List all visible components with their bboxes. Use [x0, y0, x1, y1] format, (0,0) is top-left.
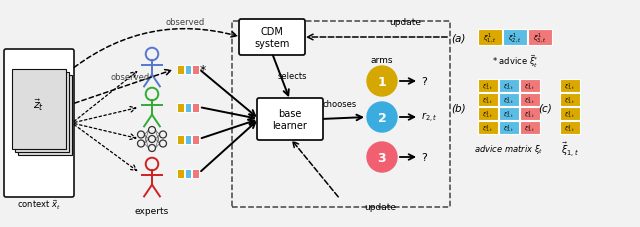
Text: context $\vec{x}_t$: context $\vec{x}_t$	[17, 197, 61, 211]
FancyBboxPatch shape	[193, 169, 199, 178]
FancyBboxPatch shape	[478, 30, 502, 46]
Text: * advice $\vec{\xi}^{*}_{t}$: * advice $\vec{\xi}^{*}_{t}$	[492, 54, 538, 70]
FancyBboxPatch shape	[193, 65, 199, 74]
Text: base
learner: base learner	[273, 109, 307, 130]
FancyBboxPatch shape	[185, 65, 191, 74]
Text: $\xi^{1}_{1,t}$: $\xi^{1}_{1,t}$	[483, 81, 493, 91]
FancyBboxPatch shape	[503, 30, 527, 46]
FancyBboxPatch shape	[528, 30, 552, 46]
Text: $\xi^{1}_{1,t}$: $\xi^{1}_{1,t}$	[564, 81, 575, 91]
FancyBboxPatch shape	[185, 135, 191, 144]
Text: update: update	[389, 17, 421, 26]
Text: *: *	[200, 63, 206, 76]
Text: $\vec{z}_t$: $\vec{z}_t$	[33, 97, 45, 112]
FancyBboxPatch shape	[499, 80, 519, 93]
FancyBboxPatch shape	[193, 135, 199, 144]
Text: $\xi^{1}_{2,t}$: $\xi^{1}_{2,t}$	[504, 81, 515, 91]
FancyBboxPatch shape	[257, 99, 323, 140]
FancyBboxPatch shape	[560, 108, 580, 121]
FancyBboxPatch shape	[15, 73, 69, 152]
Text: ?: ?	[421, 77, 427, 87]
FancyBboxPatch shape	[478, 80, 498, 93]
Text: chooses: chooses	[323, 99, 357, 108]
FancyBboxPatch shape	[499, 121, 519, 134]
FancyBboxPatch shape	[478, 108, 498, 121]
Text: $\xi^{1}_{3,t}$: $\xi^{1}_{3,t}$	[524, 81, 536, 91]
FancyBboxPatch shape	[478, 121, 498, 134]
Text: $\xi^{3}_{1,t}$: $\xi^{3}_{1,t}$	[564, 109, 575, 119]
FancyBboxPatch shape	[499, 108, 519, 121]
Text: $\xi^{2}_{1,t}$: $\xi^{2}_{1,t}$	[483, 95, 493, 105]
Text: $\xi^{1}_{1,t}$: $\xi^{1}_{1,t}$	[483, 31, 497, 44]
Text: (a): (a)	[452, 33, 466, 43]
Text: CDM
system: CDM system	[254, 27, 290, 49]
FancyBboxPatch shape	[193, 103, 199, 112]
FancyBboxPatch shape	[185, 103, 191, 112]
Text: advice matrix $\xi_t$: advice matrix $\xi_t$	[474, 143, 543, 156]
Text: 2: 2	[378, 111, 387, 124]
FancyBboxPatch shape	[560, 80, 580, 93]
Text: $\xi^{3}_{1,t}$: $\xi^{3}_{1,t}$	[483, 109, 493, 119]
Text: arms: arms	[371, 55, 393, 64]
Text: $\xi^{2}_{3,t}$: $\xi^{2}_{3,t}$	[524, 95, 536, 105]
Text: 3: 3	[378, 151, 387, 164]
FancyBboxPatch shape	[520, 80, 540, 93]
FancyBboxPatch shape	[4, 50, 74, 197]
Circle shape	[367, 67, 397, 96]
Text: experts: experts	[135, 207, 169, 216]
FancyBboxPatch shape	[177, 169, 184, 178]
FancyBboxPatch shape	[177, 135, 184, 144]
Text: $\xi^{3}_{2,t}$: $\xi^{3}_{2,t}$	[504, 109, 515, 119]
Text: $\xi^{4}_{1,t}$: $\xi^{4}_{1,t}$	[564, 123, 575, 133]
Circle shape	[367, 103, 397, 132]
FancyBboxPatch shape	[12, 70, 66, 149]
FancyBboxPatch shape	[560, 94, 580, 106]
Text: $\xi^{2}_{1,t}$: $\xi^{2}_{1,t}$	[564, 95, 575, 105]
Text: $\xi^{4}_{1,t}$: $\xi^{4}_{1,t}$	[483, 123, 493, 133]
FancyBboxPatch shape	[520, 94, 540, 106]
Text: (b): (b)	[451, 103, 466, 113]
Text: $\xi^{2}_{2,t}$: $\xi^{2}_{2,t}$	[504, 95, 515, 105]
FancyBboxPatch shape	[520, 121, 540, 134]
Text: (c): (c)	[538, 103, 552, 113]
FancyBboxPatch shape	[478, 94, 498, 106]
Text: $\xi^{1}_{2,t}$: $\xi^{1}_{2,t}$	[508, 31, 522, 44]
Text: $\xi^{4}_{2,t}$: $\xi^{4}_{2,t}$	[504, 123, 515, 133]
FancyBboxPatch shape	[177, 65, 184, 74]
Text: $\xi^{4}_{3,t}$: $\xi^{4}_{3,t}$	[524, 123, 536, 133]
Text: $\vec{\xi}_{1,t}$: $\vec{\xi}_{1,t}$	[561, 140, 579, 158]
Text: observed: observed	[110, 72, 150, 81]
FancyBboxPatch shape	[520, 108, 540, 121]
FancyBboxPatch shape	[185, 169, 191, 178]
Text: selects: selects	[277, 71, 307, 80]
FancyBboxPatch shape	[18, 76, 72, 155]
FancyBboxPatch shape	[560, 121, 580, 134]
Text: observed: observed	[165, 17, 205, 26]
Text: $\xi^{1}_{3,t}$: $\xi^{1}_{3,t}$	[533, 31, 547, 44]
Text: 1: 1	[378, 75, 387, 88]
Text: ?: ?	[421, 152, 427, 162]
Circle shape	[367, 142, 397, 172]
Text: $\xi^{3}_{3,t}$: $\xi^{3}_{3,t}$	[524, 109, 536, 119]
Text: $r_{2,t}$: $r_{2,t}$	[421, 111, 438, 124]
FancyBboxPatch shape	[177, 103, 184, 112]
FancyBboxPatch shape	[239, 20, 305, 56]
FancyBboxPatch shape	[499, 94, 519, 106]
Text: update: update	[364, 203, 396, 212]
